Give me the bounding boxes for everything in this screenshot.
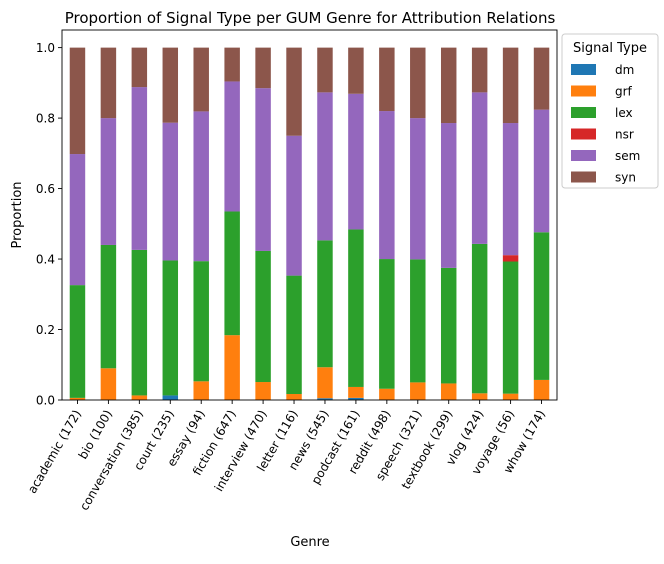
y-tick-label: 1.0 <box>36 41 55 55</box>
bar-segment-lex-13 <box>471 243 488 394</box>
bar-segment-syn-4 <box>193 47 209 112</box>
legend-swatch-grf <box>571 85 596 97</box>
x-axis: academic (172)bio (100)conversation (385… <box>25 400 548 513</box>
legend-label-nsr: nsr <box>615 128 634 142</box>
bar-segment-sem-5 <box>224 81 240 212</box>
bar-segment-syn-2 <box>131 47 148 88</box>
legend-label-lex: lex <box>615 106 633 120</box>
bar-segment-grf-9 <box>348 386 364 398</box>
y-axis: 0.0 0.2 0.4 0.6 0.8 1.0 <box>36 41 62 408</box>
legend: Signal Type dm grf lex nsr sem syn <box>561 33 659 189</box>
bar-segment-lex-6 <box>255 250 271 383</box>
y-tick-label: 0.8 <box>36 112 55 126</box>
bar-segment-grf-11 <box>410 382 426 400</box>
chart-title: Proportion of Signal Type per GUM Genre … <box>65 9 556 27</box>
bar-segment-dm-9 <box>348 397 364 400</box>
bar-segment-syn-8 <box>317 47 333 93</box>
bar-segment-lex-2 <box>131 249 148 396</box>
legend-label-sem: sem <box>615 149 640 163</box>
bar-segment-sem-12 <box>440 123 457 268</box>
bar-segment-dm-3 <box>162 395 179 400</box>
y-tick-label: 0.4 <box>36 253 55 267</box>
bar-segment-grf-12 <box>440 383 457 400</box>
bar-segment-lex-7 <box>286 275 302 395</box>
bar-segment-grf-1 <box>100 368 117 400</box>
bar-segment-sem-10 <box>379 111 395 260</box>
bar-segment-grf-6 <box>255 382 271 400</box>
bar-segment-lex-8 <box>317 240 333 368</box>
bar-segment-grf-2 <box>131 395 148 400</box>
bar-segment-lex-11 <box>410 259 426 383</box>
bar-segment-syn-14 <box>502 47 519 124</box>
bar-segment-lex-10 <box>379 259 395 389</box>
bar-segment-lex-0 <box>69 285 86 398</box>
legend-label-grf: grf <box>615 85 633 99</box>
bars-layer <box>69 47 550 400</box>
y-tick-label: 0.2 <box>36 323 55 337</box>
bar-segment-sem-4 <box>193 111 209 262</box>
bar-segment-sem-0 <box>69 154 86 286</box>
bar-segment-sem-11 <box>410 118 426 260</box>
legend-swatch-syn <box>571 171 596 183</box>
bar-segment-grf-15 <box>533 379 550 400</box>
bar-segment-syn-7 <box>286 47 302 136</box>
bar-segment-syn-1 <box>100 47 117 119</box>
bar-segment-lex-3 <box>162 260 179 396</box>
bar-segment-nsr-14 <box>502 255 519 262</box>
x-axis-label: Genre <box>290 535 329 550</box>
bar-segment-syn-15 <box>533 47 550 110</box>
bar-segment-lex-5 <box>224 211 240 336</box>
bar-segment-grf-4 <box>193 381 209 400</box>
bar-segment-sem-2 <box>131 87 148 250</box>
bar-segment-syn-11 <box>410 47 426 119</box>
plot-frame <box>61 29 558 401</box>
legend-label-dm: dm <box>615 63 634 77</box>
bar-segment-lex-14 <box>502 261 519 394</box>
bar-segment-grf-14 <box>502 393 519 400</box>
bar-segment-dm-8 <box>317 398 333 400</box>
bar-segment-sem-8 <box>317 92 333 241</box>
legend-swatch-lex <box>571 107 596 118</box>
bar-segment-syn-13 <box>471 47 488 93</box>
legend-swatch-sem <box>571 150 596 161</box>
bar-segment-sem-1 <box>100 118 117 245</box>
x-tick-label: academic (172) <box>25 408 84 496</box>
bar-segment-syn-10 <box>379 47 395 112</box>
bar-segment-sem-15 <box>533 109 550 233</box>
y-tick-label: 0.0 <box>36 394 55 408</box>
bar-segment-syn-12 <box>440 47 457 124</box>
bar-segment-syn-0 <box>69 47 86 155</box>
legend-swatch-dm <box>571 64 596 75</box>
bar-segment-syn-9 <box>348 47 364 94</box>
legend-title: Signal Type <box>573 41 647 56</box>
bar-segment-syn-3 <box>162 47 179 123</box>
bar-segment-grf-5 <box>224 335 240 400</box>
bar-segment-grf-8 <box>317 367 333 399</box>
bar-segment-syn-5 <box>224 47 240 82</box>
bar-segment-lex-1 <box>100 244 117 369</box>
bar-segment-lex-4 <box>193 261 209 382</box>
bar-segment-sem-13 <box>471 92 488 244</box>
legend-swatch-nsr <box>571 128 596 140</box>
bar-segment-sem-3 <box>162 122 179 261</box>
bar-segment-sem-14 <box>502 123 519 256</box>
bar-segment-sem-6 <box>255 88 271 251</box>
bar-segment-lex-12 <box>440 267 457 384</box>
bar-segment-grf-13 <box>471 393 488 400</box>
bar-segment-sem-7 <box>286 135 302 276</box>
y-axis-label: Proportion <box>10 181 25 248</box>
bar-segment-syn-6 <box>255 47 271 89</box>
bar-segment-grf-0 <box>69 397 86 400</box>
bar-segment-lex-9 <box>348 229 364 387</box>
y-tick-label: 0.6 <box>36 182 55 196</box>
bar-segment-sem-9 <box>348 93 364 230</box>
legend-label-syn: syn <box>615 171 636 185</box>
bar-segment-grf-7 <box>286 394 302 400</box>
bar-segment-grf-10 <box>379 388 395 400</box>
bar-segment-lex-15 <box>533 232 550 380</box>
